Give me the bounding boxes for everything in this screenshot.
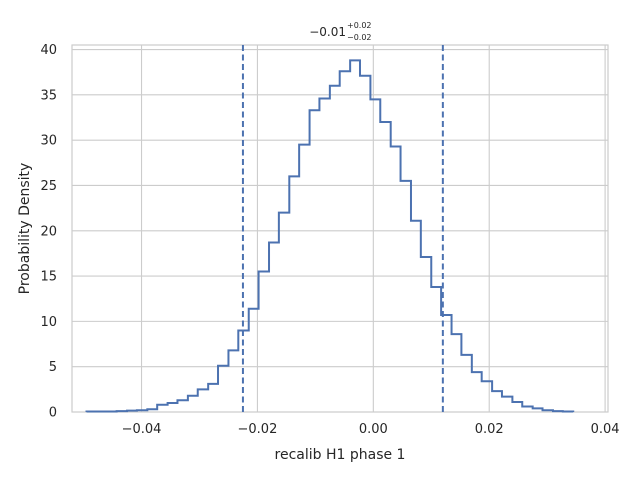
chart-title: −0.01 +0.02 −0.02 xyxy=(309,21,371,42)
y-tick-label: 5 xyxy=(49,360,57,375)
y-tick-label: 35 xyxy=(40,88,57,103)
x-tick-labels: −0.04 −0.02 0.00 0.02 0.04 xyxy=(122,422,620,437)
y-tick-label: 0 xyxy=(49,406,57,421)
x-tick-label: 0.02 xyxy=(475,422,504,437)
histogram-step-line xyxy=(85,59,575,413)
y-tick-labels: 0 5 10 15 20 25 30 35 40 xyxy=(40,43,57,420)
y-tick-label: 25 xyxy=(40,179,57,194)
axes-frame xyxy=(71,44,609,413)
y-tick-label: 20 xyxy=(40,224,57,239)
title-main: −0.01 xyxy=(309,25,346,39)
title-superscript: +0.02 xyxy=(347,21,372,30)
x-tick-label: −0.04 xyxy=(122,422,162,437)
title-subscript: −0.02 xyxy=(347,33,372,42)
x-tick-label: 0.00 xyxy=(359,422,388,437)
quantile-lines xyxy=(241,45,444,412)
y-tick-label: 40 xyxy=(40,43,57,58)
x-axis-label: recalib H1 phase 1 xyxy=(275,447,406,463)
y-tick-label: 15 xyxy=(40,270,57,285)
x-tick-label: −0.02 xyxy=(238,422,278,437)
y-tick-label: 30 xyxy=(40,134,57,149)
histogram-series xyxy=(85,59,575,413)
x-tick-label: 0.04 xyxy=(591,422,620,437)
y-tick-label: 10 xyxy=(40,315,57,330)
y-axis-label: Probability Density xyxy=(17,163,33,295)
